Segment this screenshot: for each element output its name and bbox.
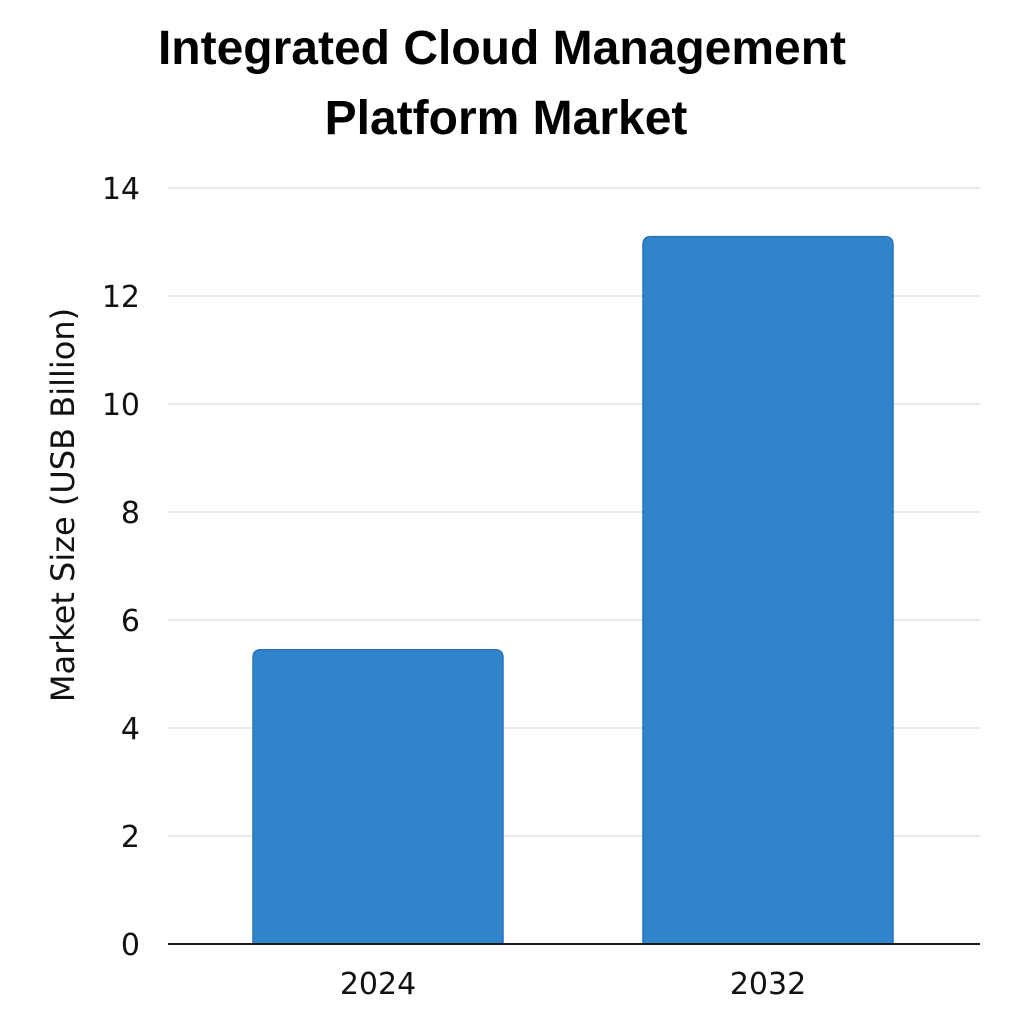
x-tick-label-2024: 2024 — [340, 967, 416, 1002]
bar-2024 — [252, 648, 504, 945]
y-axis-ticks: 0 2 4 6 8 10 12 14 — [102, 172, 140, 963]
bars — [252, 235, 894, 945]
chart-title-line-1: Integrated Cloud Management — [158, 22, 846, 75]
x-axis-ticks: 2024 2032 — [340, 967, 806, 1002]
y-axis-label: Market Size (USB Billion) — [44, 308, 82, 702]
bar-2032 — [642, 235, 894, 945]
y-tick-label-10: 10 — [102, 388, 140, 423]
chart-title-line-2: Platform Market — [325, 92, 688, 145]
y-tick-label-14: 14 — [102, 172, 140, 207]
y-tick-label-12: 12 — [102, 280, 140, 315]
y-tick-label-4: 4 — [121, 712, 140, 747]
y-tick-label-2: 2 — [121, 820, 140, 855]
y-tick-label-6: 6 — [121, 604, 140, 639]
y-tick-label-8: 8 — [121, 496, 140, 531]
y-tick-label-0: 0 — [121, 928, 140, 963]
x-tick-label-2032: 2032 — [730, 967, 806, 1002]
